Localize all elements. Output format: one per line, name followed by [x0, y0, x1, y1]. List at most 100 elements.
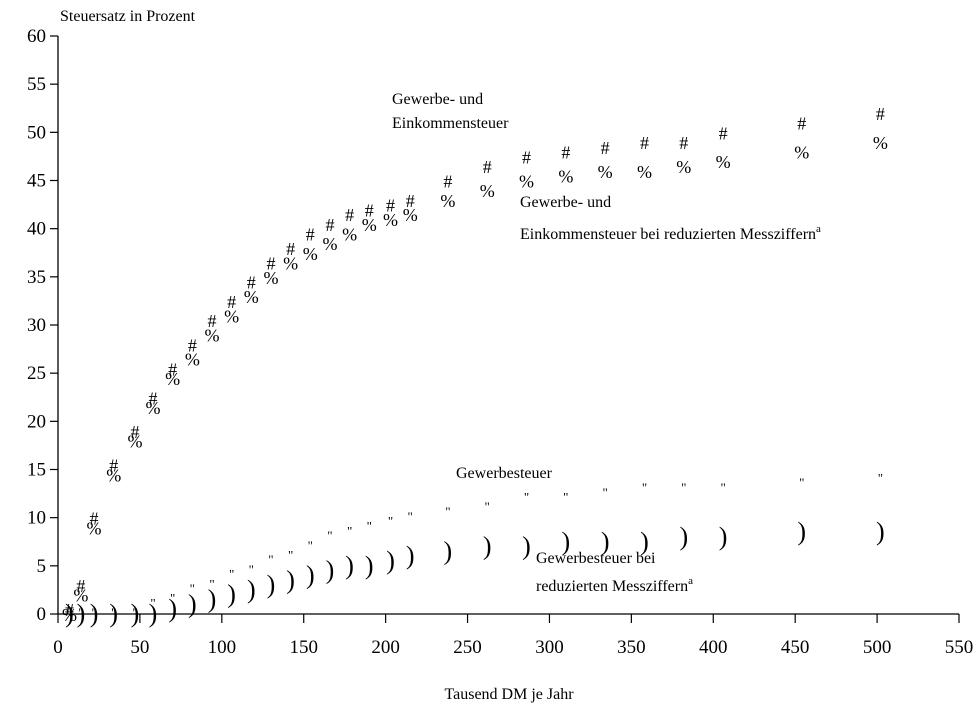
marker-gewerbe-einkommensteuer-reduziert: % — [244, 287, 259, 307]
marker-gewerbesteuer: " — [288, 547, 293, 562]
marker-gewerbesteuer: " — [563, 490, 568, 505]
marker-gewerbesteuer: " — [799, 475, 804, 490]
marker-gewerbe-einkommensteuer-reduziert: % — [62, 605, 77, 625]
marker-gewerbe-einkommensteuer: # — [406, 191, 415, 211]
marker-gewerbe-einkommensteuer-reduziert: % — [440, 191, 455, 211]
marker-gewerbesteuer-reduziert: ) — [326, 556, 335, 585]
annotations: Gewerbe- und Einkommensteuer Gewerbe- und E… — [392, 91, 821, 595]
y-tick-label: 5 — [37, 556, 47, 577]
marker-gewerbesteuer: " — [347, 523, 352, 538]
marker-gewerbe-einkommensteuer: # — [679, 133, 688, 153]
x-tick-label: 400 — [699, 637, 728, 658]
marker-gewerbe-einkommensteuer-reduziert: % — [716, 152, 731, 172]
x-tick-label: 150 — [289, 637, 318, 658]
marker-gewerbesteuer: " — [209, 576, 214, 591]
data-marks: ############## # # # # ### # # # # # # # #%%%%%%%%%%%… — [62, 104, 888, 628]
label-gewerbesteuer: Gewerbesteuer — [456, 465, 553, 482]
y-tick-label: 55 — [27, 74, 46, 95]
marker-gewerbe-einkommensteuer-reduziert: % — [598, 162, 613, 182]
marker-gewerbe-einkommensteuer-reduziert: % — [106, 465, 121, 485]
marker-gewerbesteuer-reduziert: ) — [286, 565, 295, 594]
y-tick-label: 30 — [27, 315, 46, 336]
marker-gewerbesteuer-reduziert: ) — [90, 599, 99, 628]
marker-gewerbesteuer: " — [642, 480, 647, 495]
label-gewerbe-einkommensteuer: Gewerbe- und Einkommensteuer — [392, 91, 509, 132]
marker-gewerbesteuer-reduziert: ) — [168, 594, 177, 623]
marker-gewerbe-einkommensteuer: # — [247, 273, 256, 293]
y-tick-label: 20 — [27, 411, 46, 432]
marker-gewerbe-einkommensteuer: # — [601, 138, 610, 158]
marker-gewerbesteuer: " — [78, 605, 83, 620]
marker-gewerbe-einkommensteuer: # — [188, 335, 197, 355]
marker-gewerbe-einkommensteuer-reduziert: % — [165, 369, 180, 389]
marker-gewerbe-einkommensteuer-reduziert: % — [303, 244, 318, 264]
marker-gewerbesteuer-reduziert: ) — [77, 599, 86, 628]
marker-gewerbesteuer-reduziert: ) — [131, 599, 140, 628]
marker-gewerbesteuer: " — [190, 581, 195, 596]
tick-labels: 0 5 10 15 20 25 30 35 40 45 50 55 60 0 50 100 150 200 250 3… — [27, 26, 973, 658]
marker-gewerbe-einkommensteuer: # — [386, 196, 395, 216]
marker-gewerbe-einkommensteuer-reduziert: % — [224, 306, 239, 326]
marker-gewerbe-einkommensteuer-reduziert: % — [73, 586, 88, 606]
y-tick-label: 40 — [27, 219, 46, 240]
x-tick-label: 350 — [617, 637, 646, 658]
marker-gewerbesteuer: " — [111, 605, 116, 620]
y-tick-label: 60 — [27, 26, 46, 47]
marker-gewerbe-einkommensteuer: # — [90, 509, 99, 529]
x-tick-label: 500 — [863, 637, 892, 658]
marker-gewerbesteuer-reduziert: ) — [365, 551, 374, 580]
marker-gewerbe-einkommensteuer-reduziert: % — [322, 234, 337, 254]
marker-gewerbesteuer-reduziert: ) — [267, 570, 276, 599]
y-tick-label: 15 — [27, 460, 46, 481]
marker-gewerbe-einkommensteuer: # — [227, 292, 236, 312]
marker-gewerbesteuer-reduziert: ) — [876, 517, 885, 546]
marker-gewerbe-einkommensteuer: # — [207, 311, 216, 331]
marker-gewerbesteuer: " — [91, 605, 96, 620]
marker-gewerbe-einkommensteuer: # — [168, 359, 177, 379]
marker-gewerbesteuer-reduziert: ) — [522, 532, 531, 561]
marker-gewerbesteuer: " — [229, 567, 234, 582]
marker-gewerbe-einkommensteuer: # — [109, 456, 118, 476]
marker-gewerbe-einkommensteuer-reduziert: % — [362, 215, 377, 235]
marker-gewerbe-einkommensteuer-reduziert: % — [263, 268, 278, 288]
marker-gewerbesteuer: " — [408, 509, 413, 524]
marker-gewerbe-einkommensteuer: # — [483, 157, 492, 177]
marker-gewerbe-einkommensteuer: # — [130, 422, 139, 442]
marker-gewerbesteuer-reduziert: ) — [188, 589, 197, 618]
marker-gewerbesteuer-reduziert: ) — [562, 527, 571, 556]
marker-gewerbesteuer-reduziert: ) — [797, 517, 806, 546]
x-tick-label: 300 — [535, 637, 564, 658]
y-tick-label: 0 — [37, 604, 47, 625]
marker-gewerbesteuer-reduziert: ) — [406, 541, 415, 570]
marker-gewerbe-einkommensteuer: # — [443, 172, 452, 192]
marker-gewerbesteuer: " — [524, 490, 529, 505]
marker-gewerbesteuer-reduziert: ) — [247, 575, 256, 604]
marker-gewerbe-einkommensteuer: # — [266, 253, 275, 273]
marker-gewerbesteuer-reduziert: ) — [640, 527, 649, 556]
marker-gewerbesteuer: " — [720, 480, 725, 495]
x-tick-label: 100 — [208, 637, 237, 658]
marker-gewerbesteuer-reduziert: ) — [679, 522, 688, 551]
marker-gewerbe-einkommensteuer-reduziert: % — [519, 172, 534, 192]
marker-gewerbe-einkommensteuer-reduziert: % — [558, 167, 573, 187]
marker-gewerbesteuer-reduziert: ) — [483, 532, 492, 561]
marker-gewerbe-einkommensteuer: # — [640, 133, 649, 153]
marker-gewerbesteuer: " — [150, 596, 155, 611]
marker-gewerbesteuer: " — [67, 605, 72, 620]
marker-gewerbe-einkommensteuer-reduziert: % — [342, 224, 357, 244]
marker-gewerbesteuer-reduziert: ) — [444, 536, 453, 565]
x-tick-label: 550 — [945, 637, 974, 658]
marker-gewerbe-einkommensteuer-reduziert: % — [480, 181, 495, 201]
marker-gewerbe-einkommensteuer-reduziert: % — [204, 326, 219, 346]
y-tick-label: 45 — [27, 171, 46, 192]
marker-gewerbe-einkommensteuer-reduziert: % — [403, 205, 418, 225]
marker-gewerbe-einkommensteuer: # — [76, 576, 85, 596]
y-tick-label: 35 — [27, 267, 46, 288]
marker-gewerbe-einkommensteuer: # — [65, 600, 74, 620]
marker-gewerbe-einkommensteuer-reduziert: % — [87, 518, 102, 538]
marker-gewerbe-einkommensteuer: # — [876, 104, 885, 124]
marker-gewerbesteuer-reduziert: ) — [719, 522, 728, 551]
marker-gewerbesteuer: " — [681, 480, 686, 495]
marker-gewerbe-einkommensteuer-reduziert: % — [676, 157, 691, 177]
